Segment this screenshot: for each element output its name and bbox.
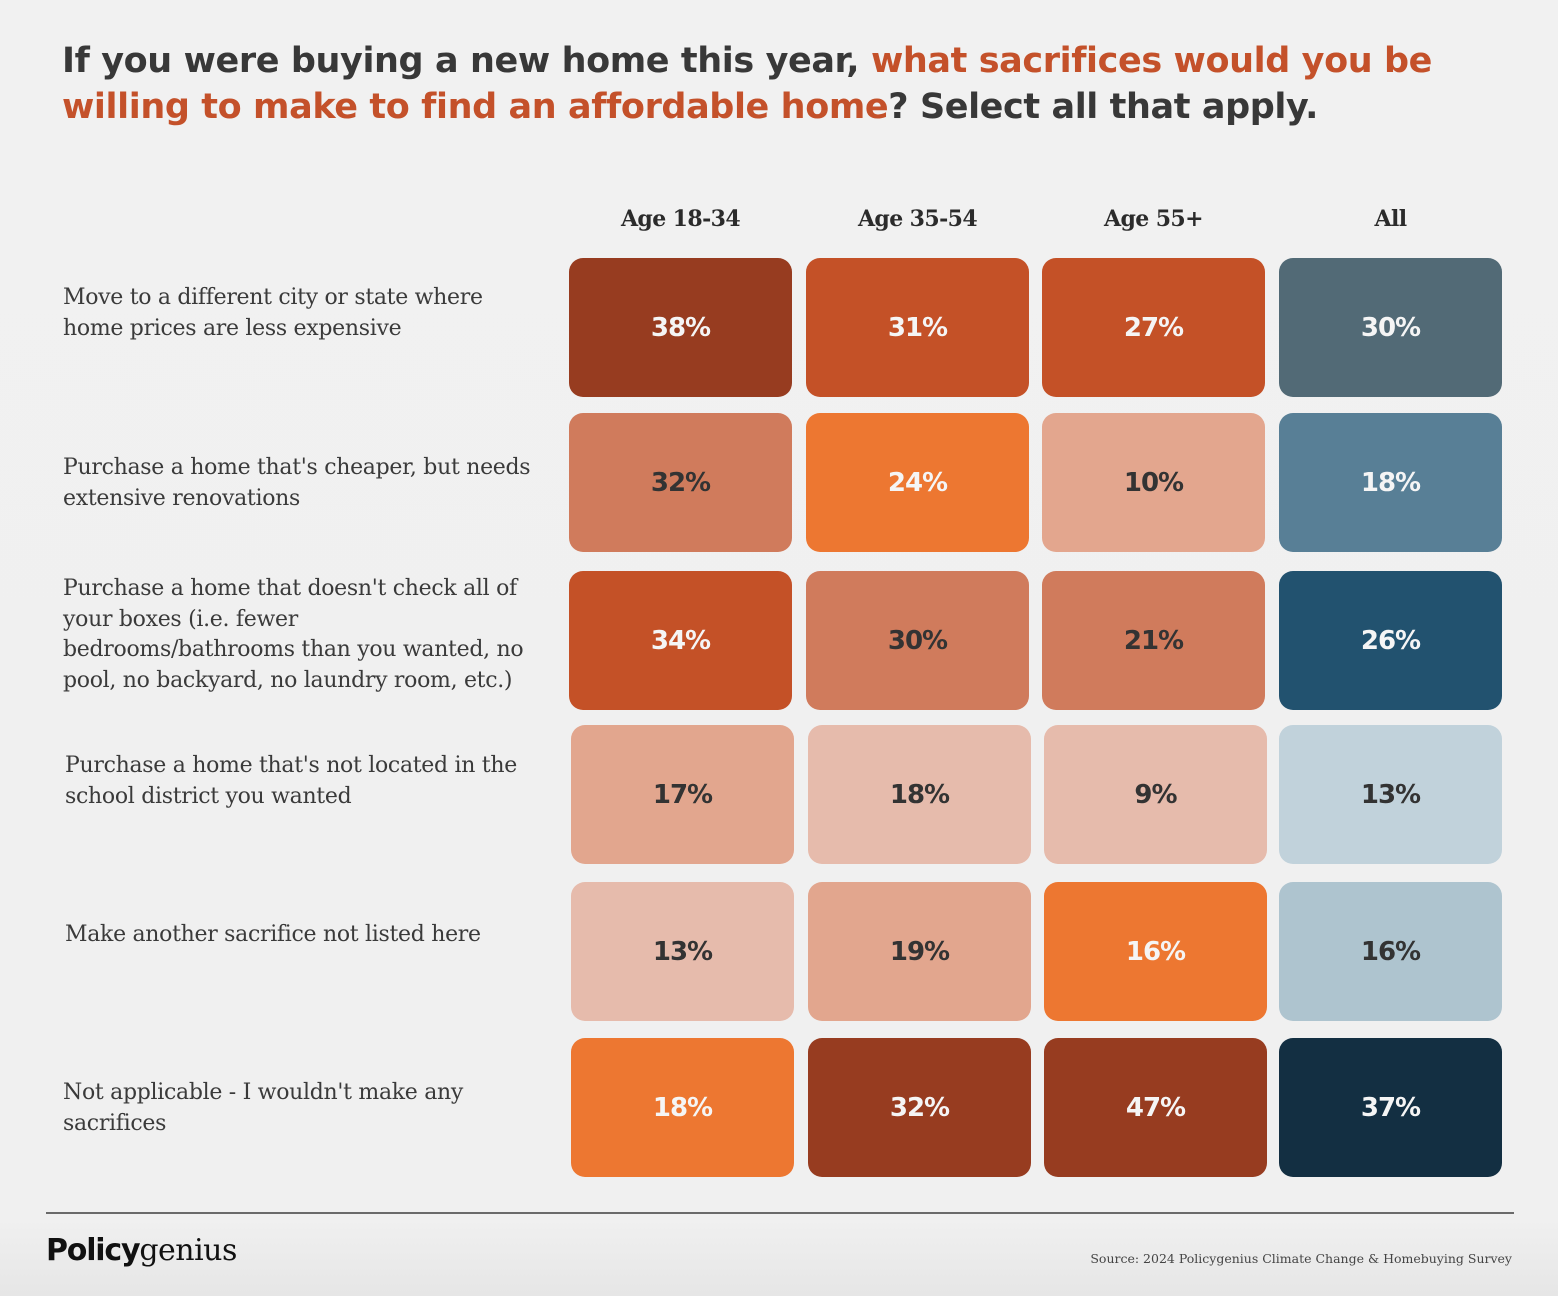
title-part-2: ? Select all that apply.	[888, 87, 1319, 127]
heatmap-cell: 38%	[569, 258, 792, 397]
title-part-1: If you were buying a new home this year,	[62, 41, 871, 81]
heatmap-cell: 37%	[1279, 1038, 1502, 1177]
heatmap-cell: 47%	[1044, 1038, 1267, 1177]
heatmap-cell: 31%	[806, 258, 1029, 397]
row-label: Not applicable - I wouldn't make any sac…	[63, 1080, 464, 1136]
heatmap-cell: 16%	[1044, 882, 1267, 1021]
row-label: Purchase a home that doesn't check all o…	[63, 576, 524, 693]
heatmap-cell: 21%	[1042, 571, 1265, 710]
heatmap-cell: 16%	[1279, 882, 1502, 1021]
logo-light-text: genius	[139, 1233, 237, 1268]
heatmap-cell: 18%	[808, 725, 1031, 864]
heatmap-cell: 10%	[1042, 413, 1265, 552]
heatmap-cell: 24%	[806, 413, 1029, 552]
footer-divider	[46, 1212, 1514, 1214]
row-label: Make another sacrifice not listed here	[65, 922, 481, 947]
heatmap-cell: 13%	[1279, 725, 1502, 864]
row-label: Purchase a home that's cheaper, but need…	[63, 455, 531, 511]
heatmap-cell: 27%	[1042, 258, 1265, 397]
heatmap-cell: 32%	[569, 413, 792, 552]
heatmap-cell: 9%	[1044, 725, 1267, 864]
heatmap-cell: 34%	[569, 571, 792, 710]
heatmap-cell: 18%	[1279, 413, 1502, 552]
policygenius-logo: Policy genius	[46, 1233, 237, 1268]
title-highlight: what sacrifices would you be willing to …	[62, 41, 1433, 127]
row-label: Purchase a home that's not located in th…	[65, 753, 517, 809]
heatmap-cell: 13%	[571, 882, 794, 1021]
column-header: All	[1374, 206, 1408, 232]
heatmap-cell: 30%	[1279, 258, 1502, 397]
chart-title: If you were buying a new home this year,…	[62, 38, 1502, 130]
heatmap-cell: 32%	[808, 1038, 1031, 1177]
row-label: Move to a different city or state where …	[63, 285, 483, 341]
source-note: Source: 2024 Policygenius Climate Change…	[1090, 1251, 1512, 1266]
column-header: Age 18-34	[620, 206, 741, 232]
heatmap-cell: 26%	[1279, 571, 1502, 710]
column-header: Age 35-54	[857, 206, 978, 232]
heatmap-cell: 18%	[571, 1038, 794, 1177]
logo-bold-text: Policy	[46, 1233, 141, 1268]
heatmap-cell: 30%	[806, 571, 1029, 710]
column-header: Age 55+	[1104, 206, 1204, 232]
heatmap-cell: 19%	[808, 882, 1031, 1021]
heatmap-cell: 17%	[571, 725, 794, 864]
